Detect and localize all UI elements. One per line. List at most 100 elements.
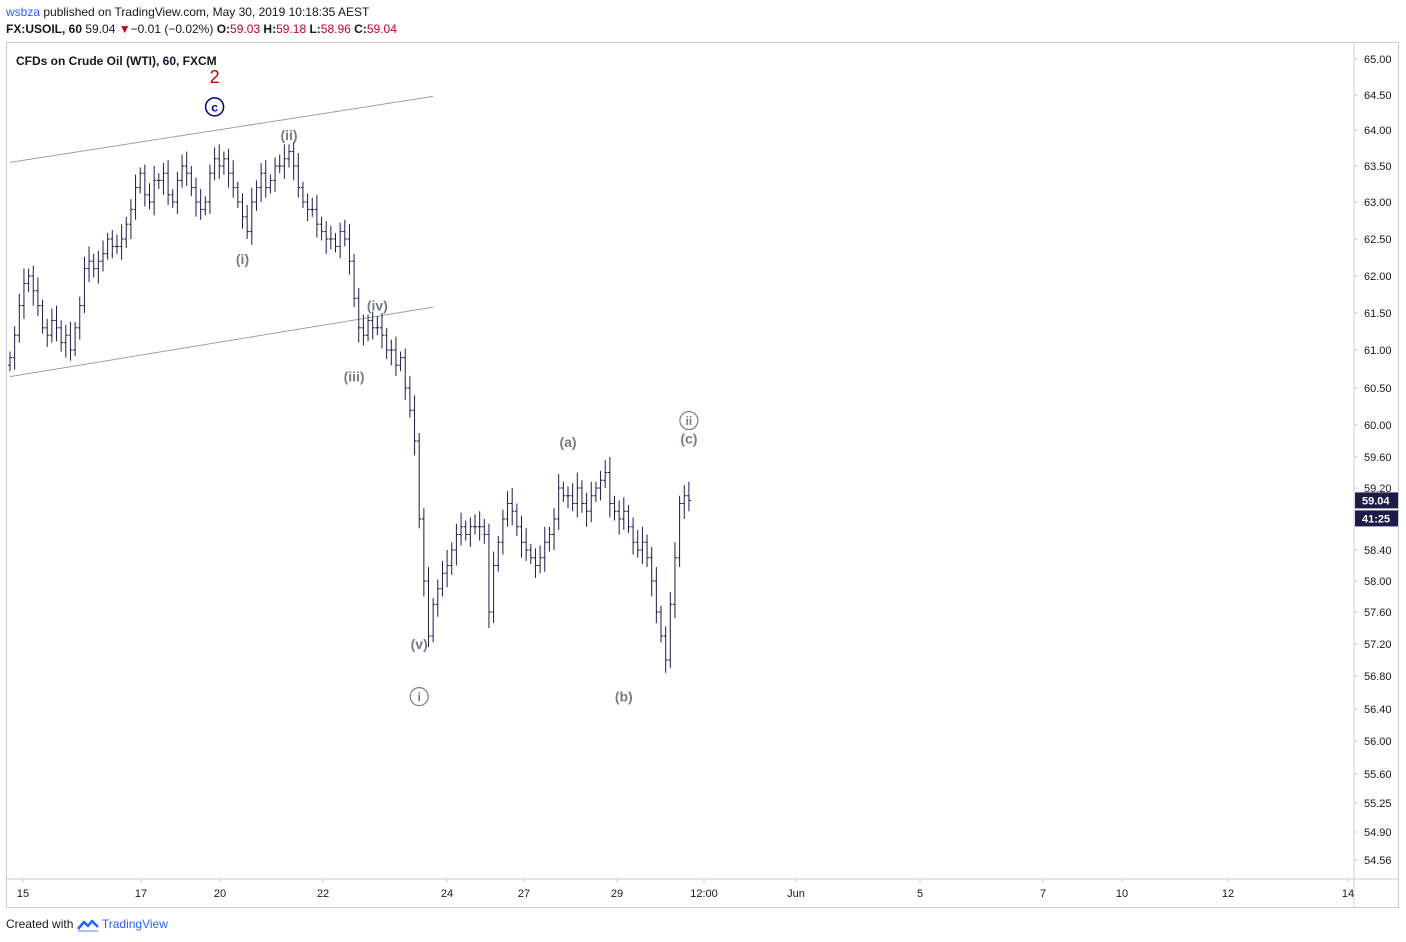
ohlc-bar bbox=[421, 508, 426, 597]
ohlc-bar bbox=[603, 460, 608, 488]
ohlc-bar bbox=[686, 481, 691, 512]
ohlc-bar bbox=[91, 253, 96, 278]
ohlc-bar bbox=[491, 551, 496, 624]
svg-text:(iii): (iii) bbox=[344, 369, 365, 385]
ohlc-bar bbox=[68, 321, 73, 361]
y-tick-label: 56.80 bbox=[1364, 671, 1392, 683]
ohlc-bar bbox=[417, 433, 422, 529]
ohlc-bar bbox=[528, 543, 533, 564]
x-tick-label: 27 bbox=[518, 888, 530, 900]
y-tick-label: 57.20 bbox=[1364, 639, 1392, 651]
wave-label[interactable]: (ii) bbox=[280, 127, 297, 143]
wave-label[interactable]: (b) bbox=[615, 689, 633, 705]
ohlc-bar bbox=[147, 183, 152, 210]
ohlc-bar bbox=[505, 491, 510, 527]
x-tick-label: 17 bbox=[135, 888, 147, 900]
x-tick-label: 12 bbox=[1222, 888, 1234, 900]
ohlc-bar bbox=[31, 265, 36, 306]
ohlc-bar bbox=[319, 216, 324, 241]
ohlc-bar bbox=[570, 483, 575, 512]
y-tick-label: 58.40 bbox=[1364, 545, 1392, 557]
ohlc-bar bbox=[175, 171, 180, 214]
x-tick-label: Jun bbox=[787, 888, 805, 900]
ohlc-bar bbox=[473, 514, 477, 535]
ohlc-bar bbox=[254, 180, 259, 211]
x-tick-label: 22 bbox=[317, 888, 329, 900]
y-tick-label: 63.00 bbox=[1364, 197, 1392, 209]
y-tick-label: 56.00 bbox=[1364, 736, 1392, 748]
wave-label[interactable]: (i) bbox=[236, 251, 249, 267]
svg-text:(v): (v) bbox=[411, 636, 428, 652]
created-with-text: Created with bbox=[6, 917, 74, 931]
ohlc-bar bbox=[240, 193, 245, 229]
x-tick-label: 14 bbox=[1342, 888, 1354, 900]
x-tick-label: 20 bbox=[214, 888, 226, 900]
wave-label[interactable]: 2 bbox=[210, 67, 220, 87]
ohlc-bar bbox=[486, 523, 491, 628]
ohlc-bar bbox=[156, 173, 161, 190]
wave-label[interactable]: (a) bbox=[559, 434, 576, 450]
wave-label[interactable]: (v) bbox=[411, 636, 428, 652]
ohlc-bar bbox=[26, 268, 31, 293]
ohlc-bar bbox=[361, 314, 366, 346]
close-value: 59.04 bbox=[366, 22, 397, 36]
high-value: 59.18 bbox=[276, 22, 307, 36]
wave-label[interactable]: (iv) bbox=[367, 298, 388, 314]
open-label: O: bbox=[216, 22, 231, 36]
ohlc-bar bbox=[35, 277, 40, 316]
ohlc-bar bbox=[212, 147, 217, 181]
ohlc-bar bbox=[273, 157, 278, 192]
wave-label[interactable]: i bbox=[409, 687, 429, 707]
tradingview-link[interactable]: TradingView bbox=[101, 917, 168, 931]
y-tick-label: 61.50 bbox=[1364, 308, 1392, 320]
chart-header: wsbza published on TradingView.com, May … bbox=[6, 4, 397, 38]
ohlc-bar bbox=[259, 163, 264, 202]
channel-line[interactable] bbox=[9, 306, 434, 378]
y-tick-label: 60.50 bbox=[1364, 383, 1392, 395]
ohlc-bar bbox=[49, 308, 54, 343]
ohlc-bar bbox=[310, 197, 315, 217]
y-tick-label: 63.50 bbox=[1364, 161, 1392, 173]
ohlc-bar bbox=[296, 153, 301, 198]
ohlc-bar bbox=[407, 375, 412, 418]
svg-text:i: i bbox=[418, 690, 421, 704]
chart-area[interactable]: 2 c (ii) (i) (iv) (iii) (v) i (a) (b) ii (c) 65.00 6… bbox=[6, 42, 1399, 908]
ohlc-bar bbox=[431, 598, 436, 643]
ohlc-bar bbox=[356, 287, 361, 343]
y-tick-label: 55.60 bbox=[1364, 769, 1392, 781]
wave-label[interactable]: c bbox=[204, 97, 225, 117]
price-change: −0.01 (−0.02%) bbox=[130, 22, 214, 36]
price-chart[interactable]: 2 c (ii) (i) (iv) (iii) (v) i (a) (b) ii (c) 65.00 6… bbox=[7, 43, 1398, 907]
ohlc-bar bbox=[338, 222, 343, 259]
ohlc-bar bbox=[328, 225, 333, 250]
ohlc-bar bbox=[324, 221, 329, 254]
ohlc-bar bbox=[268, 174, 273, 194]
channel-line[interactable] bbox=[9, 95, 434, 163]
ohlc-bar bbox=[21, 268, 26, 319]
ohlc-bar bbox=[217, 144, 222, 179]
ohlc-bar bbox=[598, 470, 603, 501]
y-tick-label: 54.90 bbox=[1364, 827, 1392, 839]
ohlc-bar bbox=[300, 181, 305, 208]
wave-label[interactable]: (c) bbox=[680, 431, 697, 447]
ohlc-bar bbox=[556, 474, 561, 530]
ohlc-bar bbox=[672, 542, 677, 619]
svg-text:ii: ii bbox=[686, 414, 693, 428]
open-value: 59.03 bbox=[230, 22, 261, 36]
ohlc-bar bbox=[12, 326, 17, 370]
ohlc-bar bbox=[207, 164, 212, 214]
ohlc-bar bbox=[352, 253, 357, 308]
ohlc-bar bbox=[203, 196, 208, 216]
ohlc-bar bbox=[231, 160, 236, 198]
svg-text:(c): (c) bbox=[680, 431, 697, 447]
ohlc-bar bbox=[533, 548, 538, 578]
wave-label[interactable]: ii bbox=[679, 410, 699, 431]
ohlc-bar bbox=[682, 484, 687, 519]
ohlc-bar bbox=[640, 526, 645, 564]
wave-label[interactable]: (iii) bbox=[344, 369, 365, 385]
ohlc-bar bbox=[114, 234, 119, 254]
ohlc-bar bbox=[579, 480, 584, 513]
y-tick-label: 54.56 bbox=[1364, 855, 1392, 867]
author-link[interactable]: wsbza bbox=[6, 5, 41, 19]
symbol-label: FX:USOIL, 60 bbox=[6, 22, 83, 36]
